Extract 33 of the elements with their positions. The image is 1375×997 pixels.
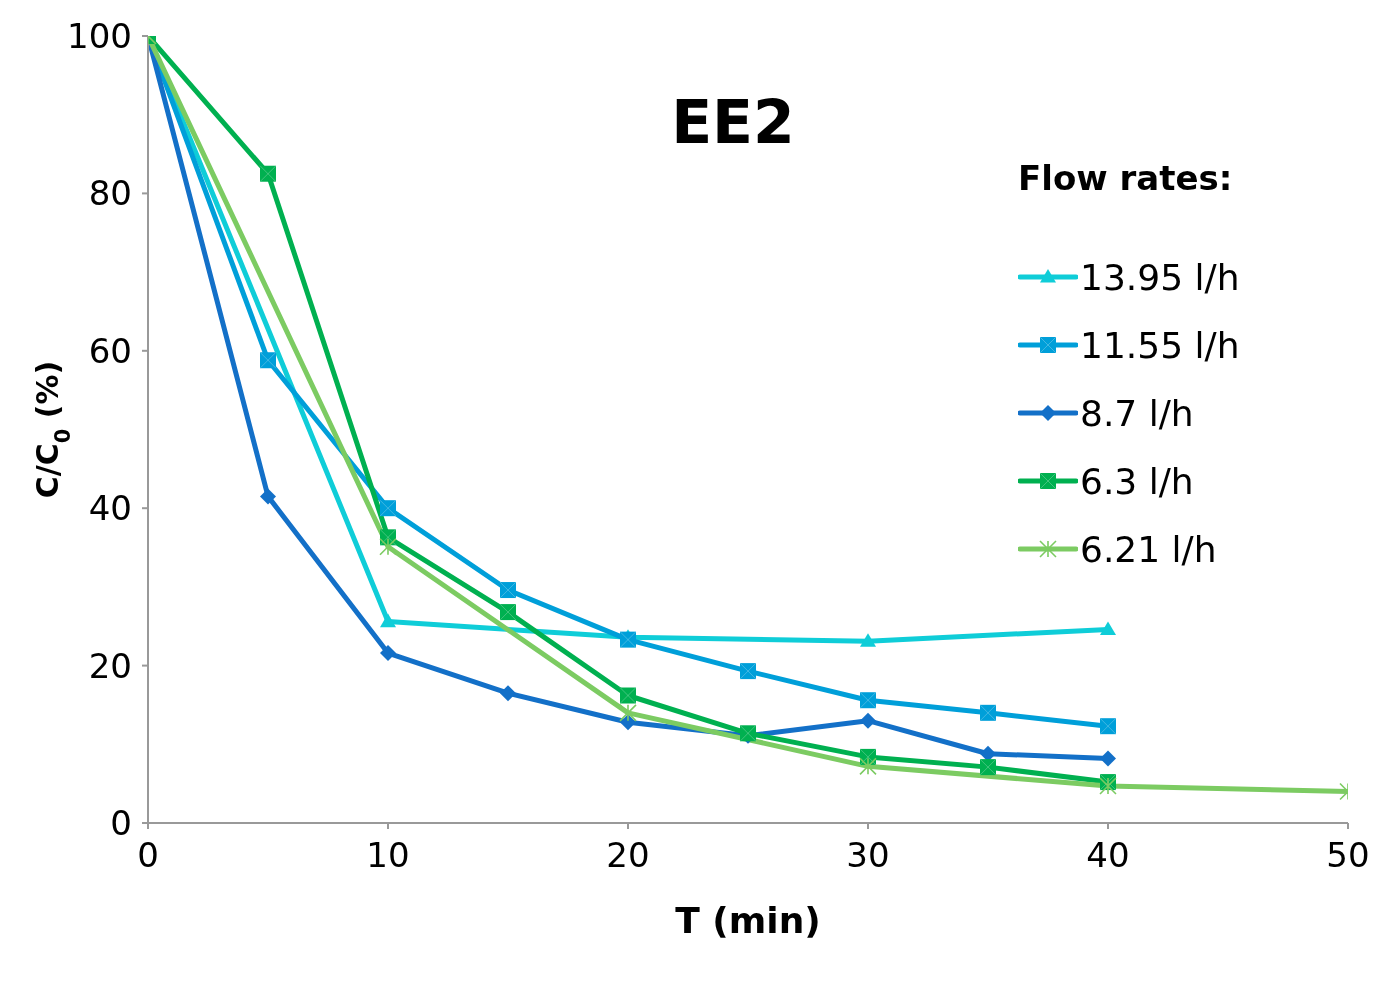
legend-label: 11.55 l/h	[1080, 324, 1240, 366]
legend-title: Flow rates:	[1018, 158, 1234, 198]
point	[1100, 621, 1116, 635]
x-axis-title: T (min)	[675, 900, 821, 941]
legend-label: 6.3 l/h	[1080, 460, 1194, 502]
point	[379, 537, 397, 556]
x-tick-label: 50	[1326, 835, 1370, 876]
x-tick-label: 0	[137, 835, 159, 876]
x-tick-label: 10	[366, 835, 410, 876]
legend-label: 6.21 l/h	[1080, 528, 1217, 570]
x-tick-label: 40	[1086, 835, 1130, 876]
point	[260, 488, 276, 505]
point	[619, 704, 637, 722]
point	[980, 745, 996, 762]
legend-label: 8.7 l/h	[1080, 392, 1194, 434]
y-tick-label: 0	[110, 803, 132, 844]
point	[1099, 777, 1117, 795]
point	[859, 757, 877, 776]
point	[380, 613, 396, 628]
point	[500, 685, 516, 702]
point	[860, 712, 876, 729]
x-tick-label: 20	[606, 835, 650, 876]
text: EE2	[671, 87, 795, 157]
y-tick-label: 20	[88, 645, 132, 686]
point	[860, 633, 876, 647]
point	[380, 645, 396, 662]
y-tick-label: 40	[88, 488, 132, 529]
legend-label: 13.95 l/h	[1080, 256, 1240, 298]
y-tick-label: 60	[88, 330, 132, 371]
point	[1100, 750, 1116, 767]
y-tick-label: 100	[67, 16, 132, 57]
y-tick-label: 80	[88, 173, 132, 214]
x-tick-label: 30	[846, 835, 890, 876]
